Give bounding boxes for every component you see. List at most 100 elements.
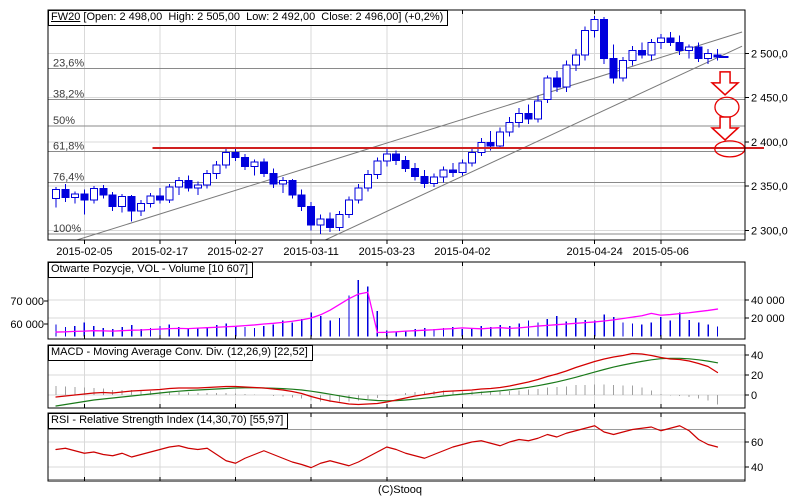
axis-tick-label: 2 450,0 [751, 93, 788, 105]
candle [647, 42, 656, 56]
candle [354, 187, 363, 201]
axis-tick-label: 2 350,0 [751, 181, 788, 193]
macd-line [55, 352, 719, 406]
trend-lines [75, 31, 743, 240]
candle [533, 100, 542, 120]
rsi-gridlines [48, 429, 745, 480]
axis-tick-label: 20 [751, 370, 763, 382]
candle [486, 142, 495, 147]
candle [269, 173, 278, 185]
candle [80, 193, 89, 201]
axis-tick-label: 100% [53, 223, 81, 235]
axis-tick-label: 50% [53, 115, 75, 127]
candle [704, 52, 713, 60]
candle [458, 162, 467, 174]
axis-tick-label: 40 [751, 350, 763, 362]
candle [212, 164, 221, 175]
candle [373, 160, 382, 176]
candle [278, 180, 287, 185]
axis-tick-label: 0 [751, 390, 757, 402]
candle [448, 169, 457, 174]
axis-tick-label: 2015-03-23 [359, 246, 415, 258]
candle [609, 58, 618, 79]
axis-tick-label: 2015-02-05 [56, 246, 112, 258]
candle [165, 186, 174, 201]
candle [307, 205, 316, 226]
candle [174, 180, 183, 188]
signal-line [55, 357, 719, 407]
candle [316, 218, 325, 226]
axis-tick-label: 60 [751, 437, 763, 449]
symbol-link[interactable]: FW20 [51, 11, 81, 23]
ohlc-summary: [Open: 2 498,00 High: 2 505,00 Low: 2 49… [80, 11, 444, 23]
rsi-axis-labels: 60 40 [751, 437, 763, 474]
macd-axis-labels: 40 20 0 [751, 350, 763, 402]
candle [193, 184, 202, 189]
candle [99, 188, 108, 196]
down-arrow-annotation [710, 116, 740, 142]
macd-panel-title: MACD - Moving Average Conv. Div. (12,26,… [48, 345, 313, 361]
macd-histogram [55, 384, 718, 405]
candle [344, 199, 353, 215]
x-axis-labels: 2015-02-05 2015-02-17 2015-02-27 2015-03-11… [56, 246, 689, 258]
axis-tick-label: 60 000 [10, 319, 44, 331]
candle [363, 174, 372, 189]
axis-tick-label: 2 400,0 [751, 137, 788, 149]
candle [562, 64, 571, 88]
axis-tick-label: 38,2% [53, 88, 84, 100]
candle [619, 59, 627, 79]
axis-tick-label: 76,4% [53, 171, 84, 183]
down-arrow-annotation [710, 71, 740, 96]
axis-tick-label: 61,8% [53, 141, 84, 153]
candle [581, 29, 590, 56]
fib-levels: 23,6% 38,2% 50% 61,8% 76,4% 100% [48, 57, 745, 235]
candle [600, 19, 609, 60]
candle [401, 159, 410, 169]
axis-tick-label: 2015-04-02 [434, 246, 490, 258]
candle [155, 195, 164, 201]
candle [241, 157, 249, 168]
candle [146, 195, 155, 205]
candle [420, 175, 429, 184]
candle [118, 196, 127, 207]
candle [543, 77, 552, 100]
candle [61, 189, 70, 199]
candle [89, 188, 98, 201]
candle [335, 213, 344, 229]
axis-tick-label: 2015-03-11 [283, 246, 338, 258]
candle [288, 180, 297, 196]
axis-tick-label: 20 000 [751, 313, 785, 325]
candle [590, 19, 599, 31]
price-panel-title: FW20 [Open: 2 498,00 High: 2 505,00 Low:… [48, 10, 449, 26]
candle [250, 161, 259, 168]
rsi-line [55, 425, 719, 469]
candle [392, 153, 401, 161]
axis-tick-label: 70 000 [10, 296, 44, 308]
candle [203, 173, 212, 186]
candle [52, 189, 60, 199]
candle [675, 42, 684, 52]
rsi-panel-title: RSI - Relative Strength Index (14,30,70)… [48, 413, 289, 429]
candle [685, 46, 694, 52]
candlestick-series [52, 16, 729, 234]
candle [184, 180, 193, 189]
candle [666, 37, 675, 44]
price-axis-labels: 2 500,0 2 450,0 2 400,0 2 350,0 2 300,0 [751, 48, 788, 237]
candle [231, 151, 240, 159]
axis-tick-label: 2 300,0 [751, 225, 788, 237]
copyright-label: (C)Stooq [377, 484, 423, 496]
candle [637, 50, 646, 56]
candle [430, 176, 438, 184]
candle [496, 131, 505, 147]
candle [515, 112, 524, 123]
candle [222, 151, 231, 166]
axis-tick-label: 2015-02-27 [207, 246, 263, 258]
candle [552, 77, 561, 88]
candle [505, 121, 514, 133]
volume-axis-labels: 40 000 20 000 70 000 60 000 [10, 295, 784, 331]
candle [70, 193, 79, 199]
candle [628, 50, 637, 61]
candle [439, 169, 448, 178]
candle [259, 161, 268, 175]
